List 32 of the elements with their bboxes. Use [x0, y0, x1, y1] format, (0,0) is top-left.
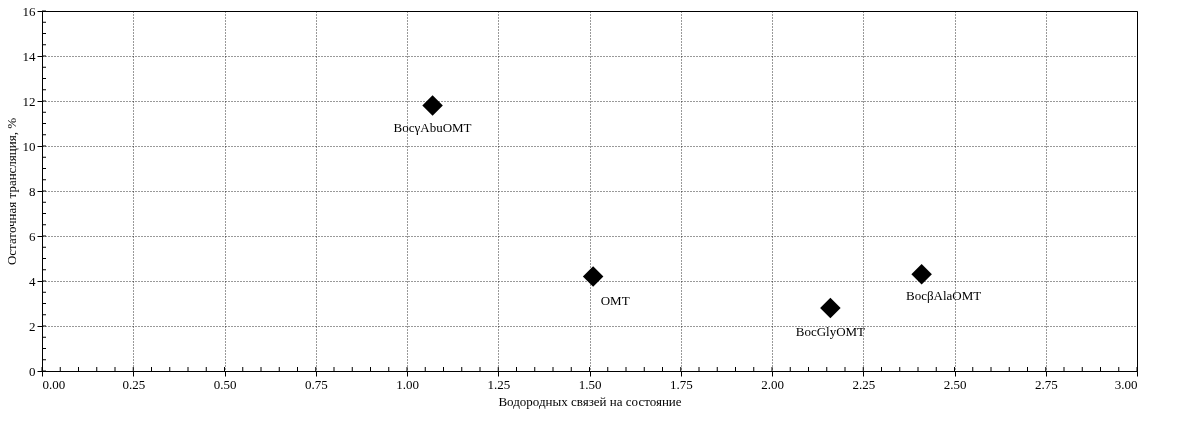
y-tick-label: 2: [29, 318, 36, 334]
y-tick-label: 4: [29, 273, 36, 289]
x-tick-label: 0.25: [122, 376, 146, 392]
point: [422, 95, 443, 116]
x-tick-label: 1.00: [396, 376, 419, 392]
point: [911, 264, 932, 285]
y-tick-label: 8: [29, 183, 36, 199]
x-tick-label: 2.50: [943, 376, 967, 392]
y-axis-title: Остаточная трансляция, %: [3, 117, 19, 266]
x-tick-label: 2.75: [1034, 376, 1058, 392]
x-tick-label: 2.25: [852, 376, 876, 392]
annotation: BocGlyOMT: [795, 324, 866, 339]
x-tick-label: 0.75: [304, 376, 328, 392]
point: [582, 266, 604, 287]
x-tick-label: 2.00: [761, 376, 784, 392]
x-tick-label: 1.75: [669, 376, 693, 392]
y-tick-label: 14: [22, 48, 36, 64]
y-tick-label: 6: [29, 228, 36, 244]
y-tick-label: 10: [22, 138, 36, 154]
x-tick-label: 1.50: [578, 376, 602, 392]
x-tick-label: 1.25: [487, 376, 511, 392]
annotation: BocγAbuOMT: [393, 119, 472, 135]
y-tick-label: 16: [22, 3, 36, 19]
x-tick-label: 3.00: [1114, 376, 1138, 392]
point: [820, 297, 841, 319]
x-tick-label: 0.50: [213, 376, 237, 392]
y-tick-label: 12: [22, 93, 36, 109]
annotation: BocβAlaOMT: [906, 288, 982, 304]
x-tick-label: 0.00: [42, 376, 66, 392]
y-tick-label: 0: [29, 363, 36, 379]
x-axis-title: Водородных связей на состояние: [498, 393, 682, 409]
annotation: OMT: [600, 292, 630, 308]
